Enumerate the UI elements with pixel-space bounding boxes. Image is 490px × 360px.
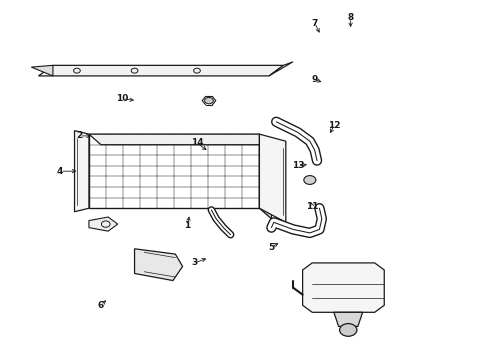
Text: 12: 12 — [328, 121, 340, 130]
Text: 3: 3 — [192, 258, 197, 267]
Text: 7: 7 — [312, 18, 318, 27]
Polygon shape — [135, 249, 183, 280]
Polygon shape — [39, 66, 283, 76]
Text: 4: 4 — [57, 167, 63, 176]
Polygon shape — [89, 134, 259, 208]
Ellipse shape — [304, 176, 316, 184]
Text: 10: 10 — [116, 94, 129, 103]
Text: 6: 6 — [98, 301, 104, 310]
Polygon shape — [31, 66, 53, 76]
Polygon shape — [303, 263, 384, 312]
Text: 13: 13 — [292, 161, 304, 170]
Circle shape — [340, 324, 357, 336]
Text: 9: 9 — [312, 75, 318, 84]
Polygon shape — [89, 217, 118, 231]
Polygon shape — [259, 134, 286, 222]
Text: 1: 1 — [184, 221, 191, 230]
Polygon shape — [334, 312, 363, 327]
Text: 5: 5 — [269, 243, 274, 252]
Text: 8: 8 — [347, 13, 354, 22]
Polygon shape — [89, 134, 271, 145]
Text: 14: 14 — [191, 139, 203, 148]
Text: 11: 11 — [306, 202, 318, 211]
Polygon shape — [259, 134, 271, 219]
Circle shape — [205, 98, 213, 104]
Polygon shape — [74, 131, 89, 212]
Text: 2: 2 — [76, 131, 82, 140]
Polygon shape — [269, 62, 293, 76]
